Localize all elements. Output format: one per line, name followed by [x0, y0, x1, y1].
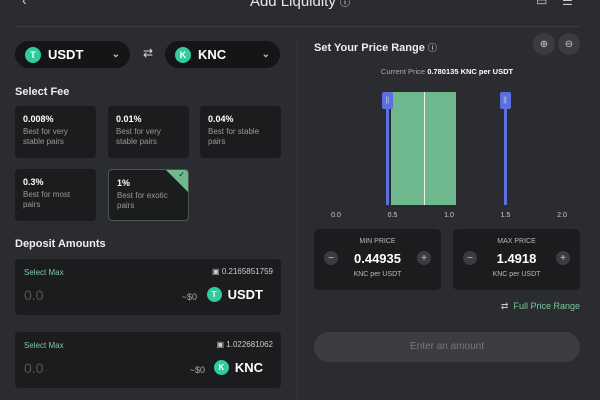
select-max-button[interactable]: Select Max	[24, 341, 64, 350]
chevron-down-icon: ⌄	[261, 49, 270, 60]
axis-tick-label: 2.0	[557, 212, 567, 219]
min-price-line	[385, 92, 389, 205]
min-increase-button[interactable]: +	[417, 251, 431, 265]
header-divider	[15, 26, 580, 27]
fee-option[interactable]: 0.04% Best for stable pairs	[200, 106, 281, 158]
fee-percent: 0.04%	[208, 114, 234, 124]
sliders-icon[interactable]: ☰	[562, 0, 573, 8]
min-price-handle[interactable]: ||	[381, 92, 393, 109]
full-range-label: Full Price Range	[513, 301, 580, 311]
axis-tick-label: 0.5	[387, 212, 398, 219]
fee-option[interactable]: 0.008% Best for very stable pairs	[15, 106, 96, 158]
liquidity-area	[391, 92, 456, 205]
axis-tick-label: 1.0	[444, 212, 454, 219]
tether-icon: T	[206, 287, 222, 302]
knc-icon: K	[213, 360, 229, 375]
deposit-token: K KNC	[213, 360, 263, 375]
min-price-unit: KNC per USDT	[353, 271, 402, 278]
title-text: Add Liquidity	[249, 0, 336, 10]
max-price-unit: KNC per USDT	[492, 271, 541, 278]
max-price-label: MAX PRICE	[497, 238, 536, 245]
token-symbol: USDT	[227, 287, 263, 302]
max-price-value[interactable]: 1.4918	[496, 251, 537, 266]
fee-percent: 0.01%	[116, 114, 142, 124]
token-b-select[interactable]: K KNC ⌄	[165, 41, 280, 68]
token-b-symbol: KNC	[198, 47, 227, 62]
deposit-title: Deposit Amounts	[15, 238, 106, 250]
info-icon: ⓘ	[340, 0, 351, 9]
zoom-in-icon: ⊕	[539, 38, 549, 50]
deposit-card: Select Max ▣ 0.2165851759 0.0 ~$0 T USDT	[15, 259, 281, 315]
range-title: Set Your Price Range ⓘ	[314, 41, 437, 54]
min-price-value[interactable]: 0.44935	[354, 251, 401, 266]
max-decrease-button[interactable]: −	[463, 251, 477, 265]
token-symbol: KNC	[234, 360, 263, 375]
fee-option[interactable]: 0.3% Best for most pairs	[15, 169, 96, 221]
axis-tick-label: 0.0	[331, 212, 341, 219]
zoom-out-button[interactable]: ⊖	[558, 33, 580, 55]
wallet-balance: ▣ 0.2165851759	[212, 267, 273, 276]
zoom-out-icon: ⊖	[564, 38, 574, 50]
deposit-card: Select Max ▣ 1.022681062 0.0 ~$0 K KNC	[15, 332, 281, 388]
wallet-balance: ▣ 1.022681062	[216, 340, 273, 349]
swap-arrows-icon[interactable]: ⇄	[143, 46, 154, 60]
fee-option[interactable]: ✓ 1% Best for exotic pairs	[108, 169, 189, 221]
token-a-select[interactable]: T USDT ⌄	[15, 41, 130, 68]
fee-description: Best for stable pairs	[208, 127, 260, 146]
fee-description: Best for very stable pairs	[116, 127, 161, 146]
min-decrease-button[interactable]: −	[324, 251, 338, 265]
knc-icon: K	[175, 46, 191, 63]
max-price-box: MAX PRICE 1.4918 KNC per USDT − +	[453, 229, 580, 290]
enter-amount-button[interactable]: Enter an amount	[314, 332, 580, 362]
check-icon: ✓	[178, 170, 185, 179]
usd-value: ~$0	[181, 292, 197, 302]
back-button[interactable]: ‹	[22, 0, 27, 8]
deposit-token: T USDT	[206, 287, 263, 302]
fee-percent: 1%	[117, 178, 131, 188]
zoom-in-button[interactable]: ⊕	[533, 33, 555, 55]
balance-value: 1.022681062	[226, 340, 273, 349]
range-title-text: Set Your Price Range	[314, 42, 425, 54]
select-max-button[interactable]: Select Max	[24, 268, 64, 277]
current-price-line	[424, 92, 426, 205]
full-price-range-button[interactable]: ⇄ Full Price Range	[501, 301, 580, 312]
current-price-value: 0.780135 KNC per USDT	[427, 67, 514, 76]
fee-description: Best for most pairs	[23, 190, 71, 209]
balance-value: 0.2165851759	[221, 267, 273, 276]
fee-percent: 0.3%	[23, 177, 44, 187]
wallet-icon: ▣	[216, 340, 225, 349]
current-price-label: Current Price	[380, 67, 426, 76]
fee-description: Best for exotic pairs	[117, 191, 168, 210]
usd-value: ~$0	[189, 365, 205, 375]
select-fee-title: Select Fee	[15, 86, 70, 98]
token-a-symbol: USDT	[48, 47, 84, 62]
swap-arrows-icon: ⇄	[500, 301, 509, 311]
chevron-down-icon: ⌄	[111, 49, 120, 60]
fee-option[interactable]: 0.01% Best for very stable pairs	[108, 106, 189, 158]
page-title: Add Liquidity ⓘ	[0, 0, 600, 10]
tether-icon: T	[25, 46, 41, 63]
min-price-label: MIN PRICE	[359, 238, 396, 245]
amount-input[interactable]: 0.0	[24, 287, 44, 303]
settings-icon[interactable]: ▭	[536, 0, 548, 8]
max-increase-button[interactable]: +	[556, 251, 570, 265]
min-price-box: MIN PRICE 0.44935 KNC per USDT − +	[314, 229, 441, 290]
fee-description: Best for very stable pairs	[23, 127, 68, 146]
max-price-line	[503, 92, 507, 205]
wallet-icon: ▣	[212, 267, 220, 276]
column-divider	[297, 40, 298, 400]
amount-input[interactable]: 0.0	[24, 360, 44, 376]
info-icon: ⓘ	[427, 43, 437, 53]
fee-percent: 0.008%	[23, 114, 54, 124]
axis-tick-label: 1.5	[500, 212, 511, 219]
current-price: Current Price 0.780135 KNC per USDT	[314, 67, 580, 76]
max-price-handle[interactable]: ||	[499, 92, 511, 109]
